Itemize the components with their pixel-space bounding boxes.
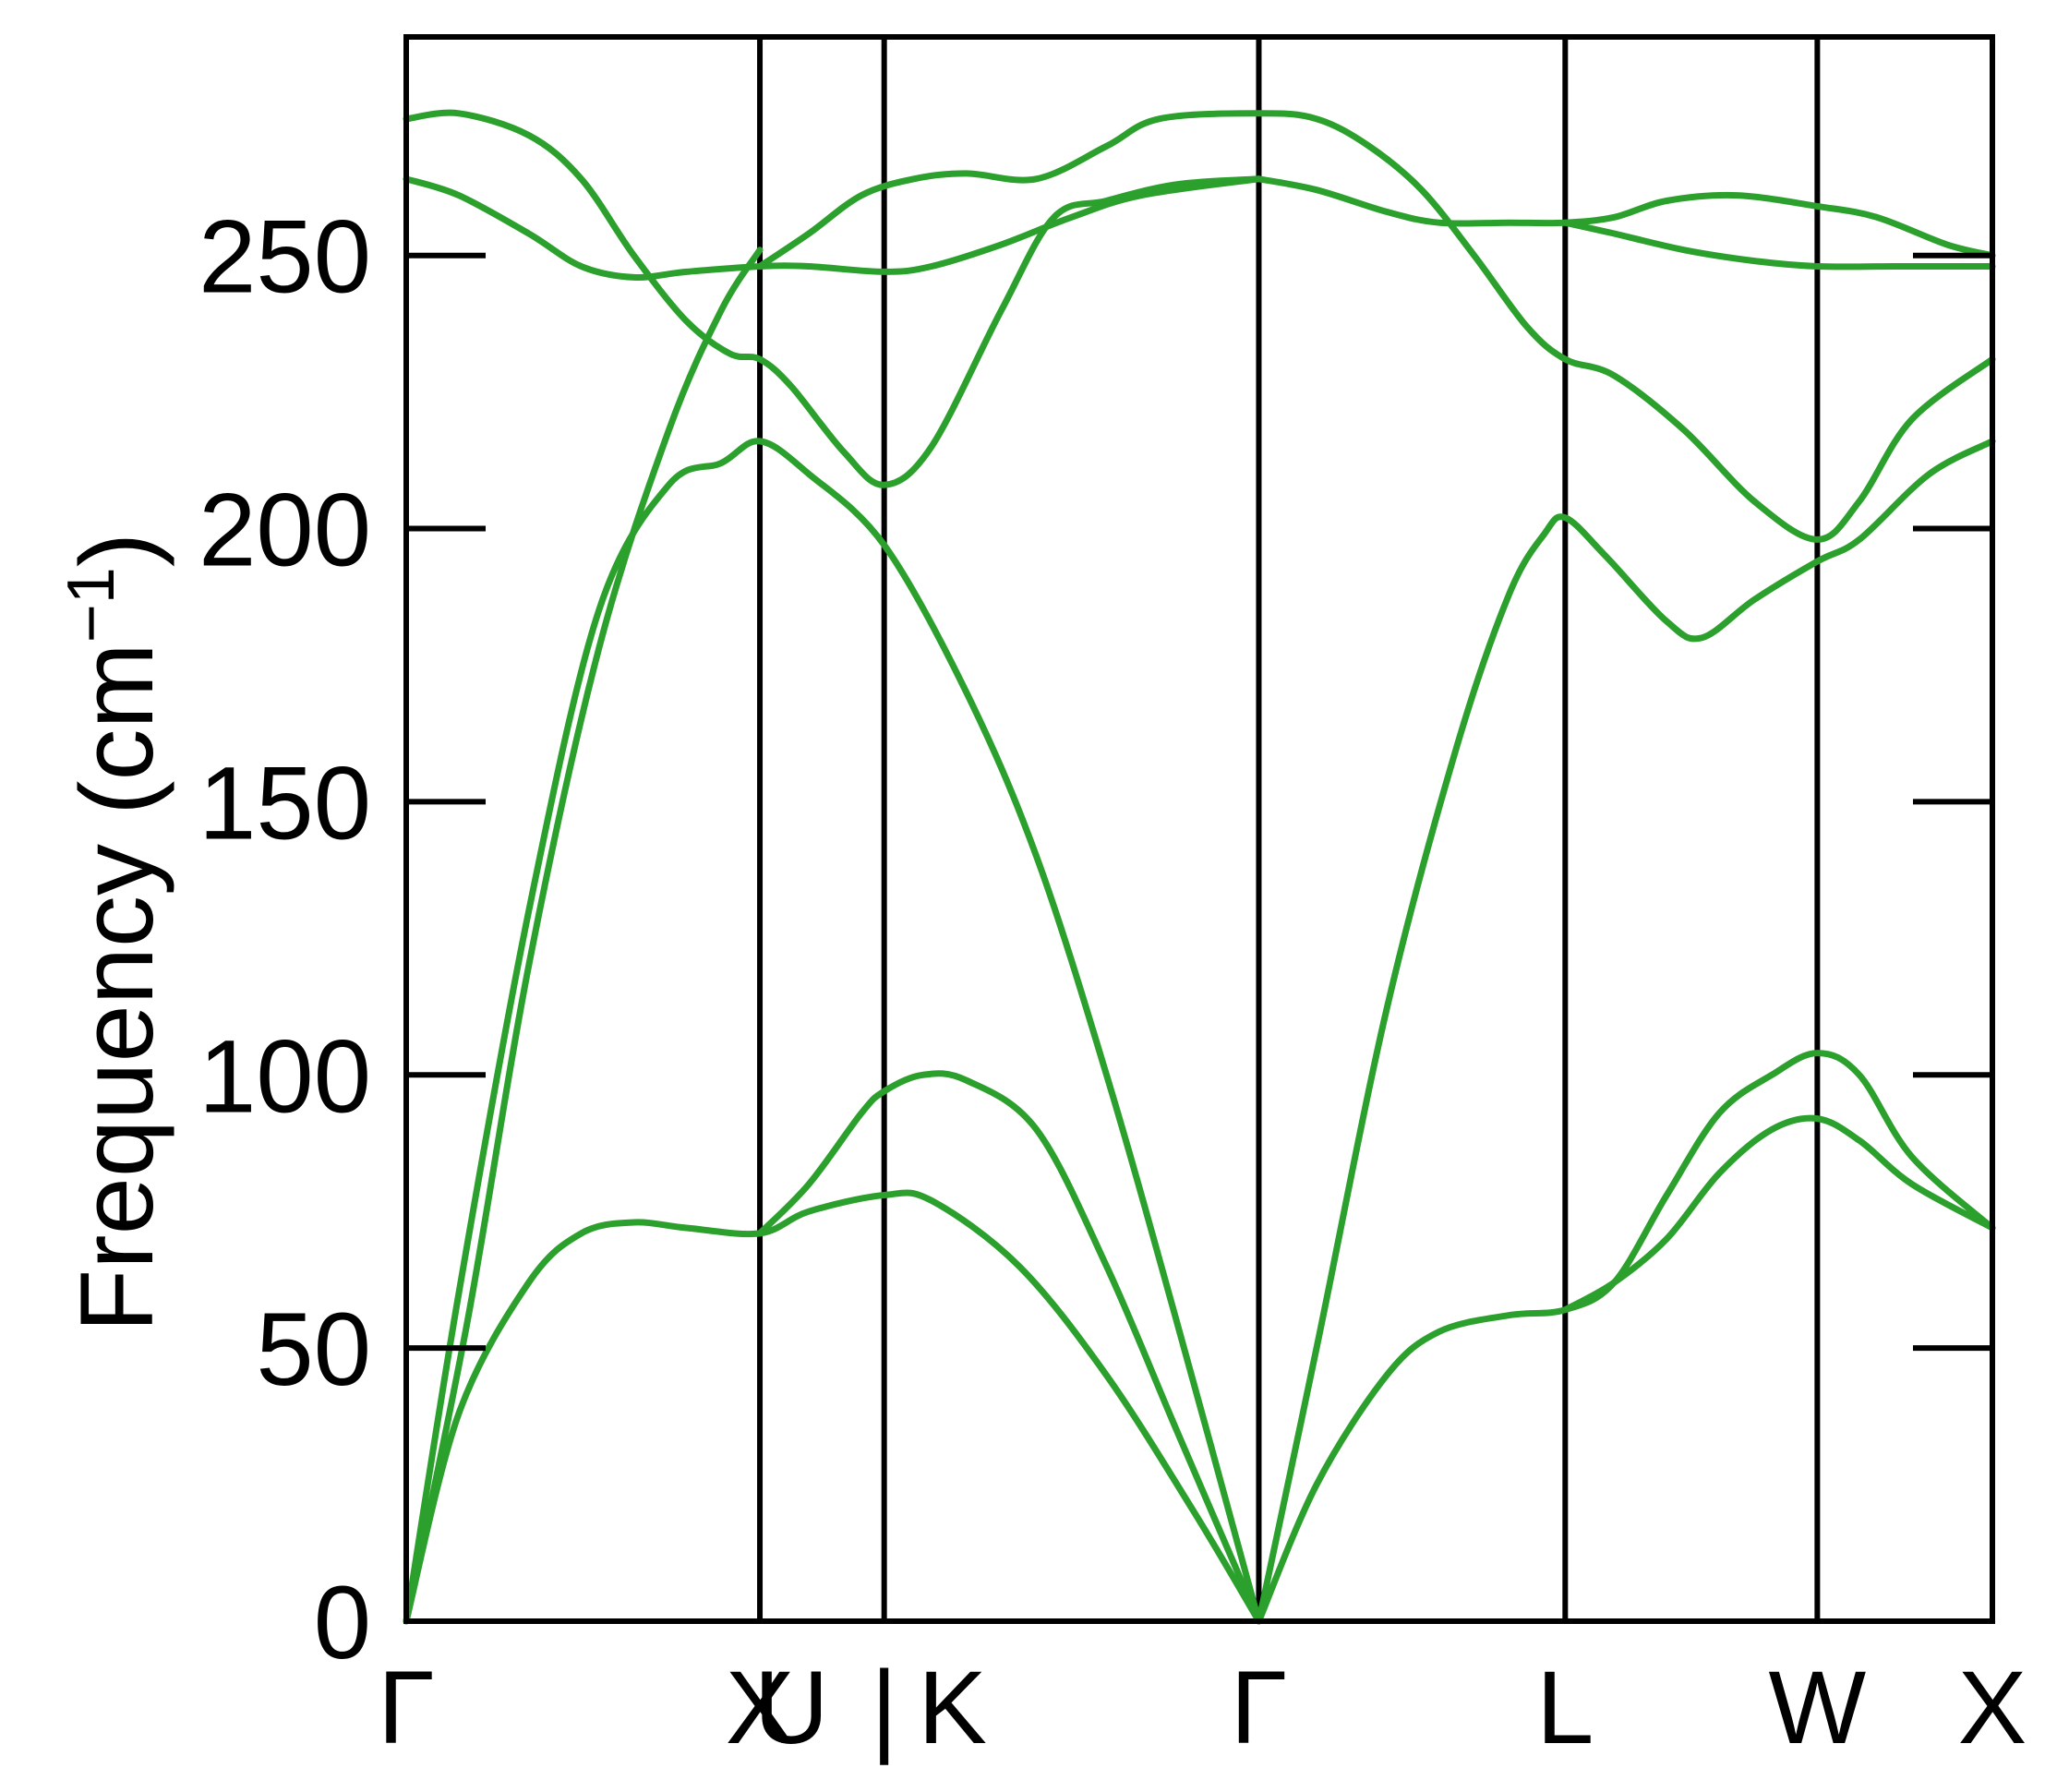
y-tick-label-1: 50: [256, 1292, 371, 1407]
dispersion-branch-11: [1561, 1114, 1996, 1314]
dispersion-branch-10: [1256, 1050, 1996, 1625]
x-tick-label-0: Γ: [378, 1650, 435, 1765]
y-tick-label-3: 150: [198, 745, 371, 860]
dispersion-branch-6: [756, 110, 1996, 543]
y-axis-title-suffix: ): [59, 533, 174, 567]
y-tick-label-0: 0: [314, 1565, 371, 1680]
dispersion-branches: [403, 109, 1996, 1625]
dispersion-branch-4: [403, 109, 1262, 488]
dispersion-branch-0: [403, 247, 764, 1625]
high-symmetry-lines: [757, 37, 1821, 1621]
y-axis-ticks: [406, 252, 1992, 1624]
dispersion-branch-7: [1256, 175, 1996, 259]
y-tick-label-5: 250: [198, 199, 371, 315]
x-tick-label-3: |: [871, 1650, 897, 1765]
dispersion-branch-8: [1561, 219, 1996, 271]
dispersion-branch-2: [403, 438, 1262, 1625]
x-tick-label-5: Γ: [1231, 1650, 1288, 1765]
y-tick-label-4: 200: [198, 473, 371, 588]
plot-frame: [403, 34, 1995, 1624]
x-tick-label-2: U: [754, 1650, 829, 1765]
x-tick-label-4: K: [918, 1650, 987, 1765]
y-axis-title: Frequency (cm−1): [54, 533, 174, 1332]
y-axis-title-text: Frequency (cm: [59, 643, 174, 1332]
dispersion-branch-5: [403, 175, 1262, 281]
y-axis-title-superscript: −1: [54, 567, 128, 643]
y-tick-label-2: 100: [198, 1018, 371, 1134]
dispersion-branch-3: [756, 1070, 1262, 1625]
x-tick-label-6: L: [1536, 1650, 1594, 1765]
x-tick-label-8: X: [1958, 1650, 2027, 1765]
x-tick-label-1: X: [726, 1650, 795, 1765]
y-tick-labels: 0 50 100 150 200 250: [198, 199, 371, 1680]
x-tick-label-7: W: [1769, 1650, 1867, 1765]
dispersion-branch-9: [1256, 438, 1996, 1625]
x-tick-labels: Γ XU | K Γ L W X: [378, 1650, 2027, 1765]
dispersion-branch-1: [403, 1189, 1262, 1625]
